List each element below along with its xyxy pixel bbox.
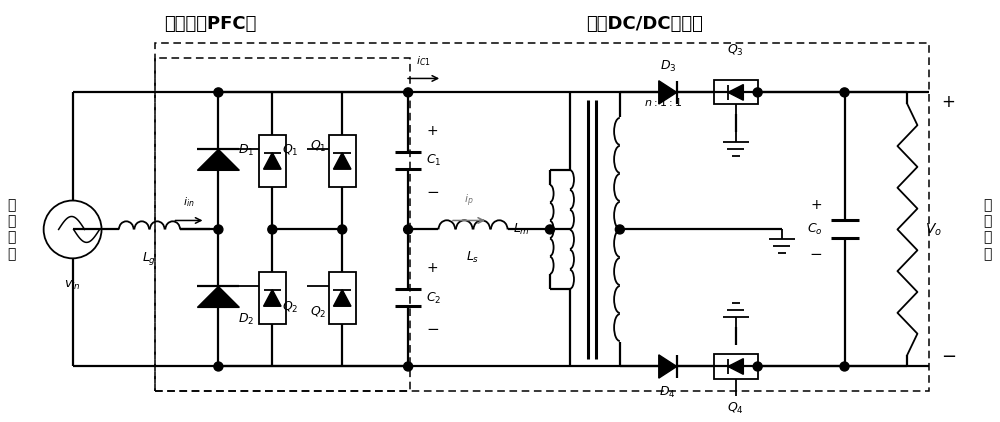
Circle shape	[840, 88, 849, 97]
Text: $V_o$: $V_o$	[925, 221, 942, 238]
Text: $Q_2$: $Q_2$	[282, 300, 299, 316]
Bar	[714, 80, 758, 105]
Text: −: −	[941, 348, 957, 365]
Bar	[259, 135, 286, 187]
Text: $C_o$: $C_o$	[807, 222, 823, 237]
Circle shape	[404, 225, 413, 234]
Polygon shape	[264, 289, 281, 306]
Text: +: +	[941, 93, 955, 111]
Polygon shape	[659, 355, 677, 378]
Text: +: +	[426, 261, 438, 275]
Text: $Q_1$: $Q_1$	[310, 138, 327, 154]
Text: $D_3$: $D_3$	[660, 60, 676, 74]
Polygon shape	[197, 149, 239, 170]
Polygon shape	[197, 287, 239, 307]
Bar	[155, 43, 929, 391]
Text: $C_1$: $C_1$	[426, 153, 442, 168]
Text: 输
入
电
路: 输 入 电 路	[8, 198, 16, 261]
Text: $Q_2$: $Q_2$	[310, 306, 327, 320]
Polygon shape	[728, 359, 743, 374]
Bar	[329, 135, 356, 187]
Text: −: −	[426, 322, 439, 337]
Circle shape	[268, 225, 277, 234]
Text: +: +	[811, 197, 823, 211]
Text: +: +	[426, 124, 438, 138]
Circle shape	[214, 225, 223, 234]
Text: $D_2$: $D_2$	[238, 312, 255, 327]
Text: $L_g$: $L_g$	[142, 250, 157, 268]
Text: −: −	[810, 247, 823, 262]
Circle shape	[753, 88, 762, 97]
Circle shape	[404, 362, 413, 371]
Polygon shape	[264, 153, 281, 169]
Text: $Q_4$: $Q_4$	[727, 401, 744, 417]
Circle shape	[545, 225, 554, 234]
Text: $Q_3$: $Q_3$	[727, 42, 744, 57]
Circle shape	[214, 88, 223, 97]
Circle shape	[338, 225, 347, 234]
Polygon shape	[333, 153, 351, 169]
Circle shape	[615, 225, 624, 234]
Text: $L_s$: $L_s$	[466, 250, 480, 265]
Text: 图腾柱式PFC级: 图腾柱式PFC级	[164, 15, 257, 32]
Text: $i_{C1}$: $i_{C1}$	[416, 55, 430, 68]
Text: $L_m$: $L_m$	[513, 222, 530, 237]
Circle shape	[753, 362, 762, 371]
Text: $v_{in}$: $v_{in}$	[64, 279, 81, 292]
Text: $D_1$: $D_1$	[238, 143, 255, 159]
Polygon shape	[333, 289, 351, 306]
Text: $i_{in}$: $i_{in}$	[183, 195, 194, 208]
Bar	[259, 272, 286, 324]
Text: $D_4$: $D_4$	[659, 384, 676, 400]
Circle shape	[404, 88, 413, 97]
Text: −: −	[426, 185, 439, 200]
Bar	[155, 57, 410, 391]
Text: 半桥DC/DC变换器: 半桥DC/DC变换器	[586, 15, 703, 32]
Text: $i_p$: $i_p$	[464, 192, 474, 208]
Text: 输
出
负
载: 输 出 负 载	[983, 198, 991, 261]
Text: $n:1:1$: $n:1:1$	[644, 96, 682, 108]
Text: $C_2$: $C_2$	[426, 290, 441, 306]
Polygon shape	[728, 84, 743, 100]
Text: $Q_1$: $Q_1$	[282, 143, 299, 159]
Polygon shape	[659, 81, 677, 104]
Circle shape	[214, 362, 223, 371]
Bar	[714, 354, 758, 379]
Bar	[329, 272, 356, 324]
Circle shape	[840, 362, 849, 371]
